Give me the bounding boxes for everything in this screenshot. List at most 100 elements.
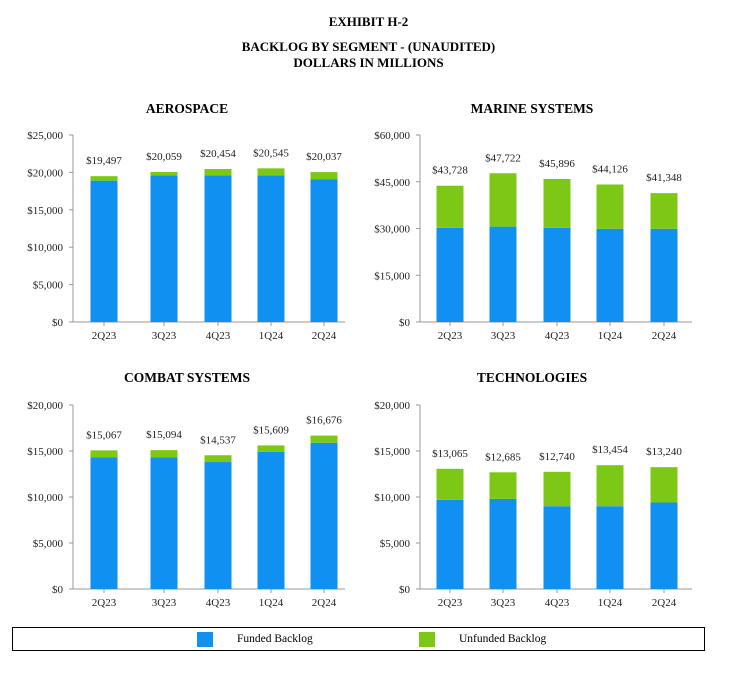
marine-systems-bar-funded xyxy=(543,227,571,322)
marine-systems-total-label: $45,896 xyxy=(539,158,575,170)
combat-systems-y-tick-label: $15,000 xyxy=(27,446,63,458)
marine-systems-x-tick-label: 4Q23 xyxy=(545,330,570,342)
aerospace-y-tick-label: $25,000 xyxy=(27,130,63,142)
aerospace-bar-funded xyxy=(310,179,338,322)
combat-systems-bar-funded xyxy=(257,451,285,589)
combat-systems-total-label: $16,676 xyxy=(306,415,342,427)
aerospace-bar-unfunded xyxy=(310,172,338,180)
technologies-bar-funded xyxy=(543,506,571,589)
combat-systems-x-tick-label: 2Q23 xyxy=(92,597,117,609)
technologies-y-tick-label: $20,000 xyxy=(374,400,410,412)
technologies-bar-unfunded xyxy=(489,472,517,499)
aerospace-x-tick-label: 3Q23 xyxy=(152,330,177,342)
combat-systems-bar-unfunded xyxy=(150,450,178,458)
technologies-bar-funded xyxy=(650,502,678,589)
marine-systems-x-tick-label: 1Q24 xyxy=(598,330,623,342)
legend-swatch-unfunded xyxy=(419,632,435,647)
technologies-y-tick-label: $0 xyxy=(399,584,411,596)
technologies-total-label: $13,240 xyxy=(646,446,682,458)
marine-systems-x-tick-label: 2Q23 xyxy=(438,330,463,342)
aerospace-x-tick-label: 1Q24 xyxy=(259,330,284,342)
marine-systems-total-label: $44,126 xyxy=(592,163,628,175)
marine-systems-y-tick-label: $15,000 xyxy=(374,270,410,282)
marine-systems-y-tick-label: $0 xyxy=(399,317,411,329)
marine-systems-y-tick-label: $45,000 xyxy=(374,177,410,189)
combat-systems-bar-funded xyxy=(310,442,338,589)
combat-systems-bar-funded xyxy=(150,457,178,589)
aerospace-total-label: $20,037 xyxy=(306,151,342,163)
marine-systems-bar-unfunded xyxy=(596,184,624,229)
combat-systems-x-tick-label: 1Q24 xyxy=(259,597,284,609)
marine-systems-bar-unfunded xyxy=(489,173,517,227)
combat-systems-bar-funded xyxy=(204,462,232,589)
marine-systems-chart-title: MARINE SYSTEMS xyxy=(471,101,594,116)
legend: Funded Backlog Unfunded Backlog xyxy=(12,627,705,651)
marine-systems-total-label: $41,348 xyxy=(646,172,682,184)
aerospace-y-tick-label: $15,000 xyxy=(27,205,63,217)
marine-systems-bar-unfunded xyxy=(436,185,464,228)
combat-systems-y-tick-label: $10,000 xyxy=(27,492,63,504)
marine-systems-x-tick-label: 2Q24 xyxy=(652,330,677,342)
technologies-chart-title: TECHNOLOGIES xyxy=(477,370,587,385)
combat-systems-chart-title: COMBAT SYSTEMS xyxy=(124,370,250,385)
marine-systems-y-tick-label: $30,000 xyxy=(374,224,410,236)
technologies-bar-unfunded xyxy=(436,468,464,500)
technologies-bar-funded xyxy=(489,498,517,589)
report-title: BACKLOG BY SEGMENT - (UNAUDITED) xyxy=(241,39,496,54)
combat-systems-bar-funded xyxy=(90,457,118,589)
technologies-x-tick-label: 2Q23 xyxy=(438,597,463,609)
technologies-bar-funded xyxy=(436,499,464,589)
technologies-bar-funded xyxy=(596,506,624,589)
report-subtitle: DOLLARS IN MILLIONS xyxy=(293,55,444,70)
aerospace-bar-funded xyxy=(90,180,118,322)
aerospace-bar-unfunded xyxy=(204,169,232,176)
marine-systems-bar-unfunded xyxy=(543,178,571,228)
marine-systems-y-tick-label: $60,000 xyxy=(374,130,410,142)
technologies-y-tick-label: $10,000 xyxy=(374,492,410,504)
combat-systems-y-tick-label: $20,000 xyxy=(27,400,63,412)
technologies-total-label: $12,740 xyxy=(539,451,575,463)
combat-systems-total-label: $15,094 xyxy=(146,429,182,441)
aerospace-x-tick-label: 2Q23 xyxy=(92,330,117,342)
marine-systems-bar-funded xyxy=(489,226,517,322)
marine-systems-total-label: $43,728 xyxy=(432,165,468,177)
marine-systems-x-tick-label: 3Q23 xyxy=(491,330,516,342)
technologies-total-label: $13,454 xyxy=(592,444,628,456)
aerospace-chart-title: AEROSPACE xyxy=(146,101,228,116)
aerospace-total-label: $20,545 xyxy=(253,147,289,159)
combat-systems-x-tick-label: 3Q23 xyxy=(152,597,177,609)
combat-systems-total-label: $15,067 xyxy=(86,429,122,441)
aerospace-total-label: $20,059 xyxy=(146,151,182,163)
combat-systems-bar-unfunded xyxy=(257,445,285,452)
combat-systems-bar-unfunded xyxy=(90,450,118,458)
legend-label-funded: Funded Backlog xyxy=(237,633,313,645)
technologies-x-tick-label: 1Q24 xyxy=(598,597,623,609)
aerospace-x-tick-label: 2Q24 xyxy=(312,330,337,342)
aerospace-y-tick-label: $5,000 xyxy=(33,280,64,292)
marine-systems-bar-funded xyxy=(436,227,464,322)
marine-systems-bar-funded xyxy=(596,228,624,322)
aerospace-bar-funded xyxy=(257,175,285,322)
aerospace-total-label: $19,497 xyxy=(86,155,122,167)
technologies-total-label: $13,065 xyxy=(432,448,468,460)
technologies-x-tick-label: 3Q23 xyxy=(491,597,516,609)
aerospace-y-tick-label: $10,000 xyxy=(27,242,63,254)
aerospace-bar-unfunded xyxy=(90,176,118,181)
aerospace-bar-unfunded xyxy=(150,171,178,176)
marine-systems-bar-unfunded xyxy=(650,193,678,229)
combat-systems-y-tick-label: $0 xyxy=(52,584,64,596)
aerospace-bar-unfunded xyxy=(257,168,285,176)
legend-label-unfunded: Unfunded Backlog xyxy=(459,633,547,645)
marine-systems-bar-funded xyxy=(650,228,678,322)
combat-systems-total-label: $14,537 xyxy=(200,434,236,446)
exhibit-label: EXHIBIT H-2 xyxy=(328,14,409,29)
legend-swatch-funded xyxy=(197,632,213,647)
aerospace-y-tick-label: $0 xyxy=(52,317,64,329)
combat-systems-x-tick-label: 2Q24 xyxy=(312,597,337,609)
aerospace-total-label: $20,454 xyxy=(200,148,236,160)
combat-systems-bar-unfunded xyxy=(204,455,232,463)
marine-systems-total-label: $47,722 xyxy=(485,152,521,164)
technologies-y-tick-label: $15,000 xyxy=(374,446,410,458)
technologies-bar-unfunded xyxy=(596,465,624,507)
